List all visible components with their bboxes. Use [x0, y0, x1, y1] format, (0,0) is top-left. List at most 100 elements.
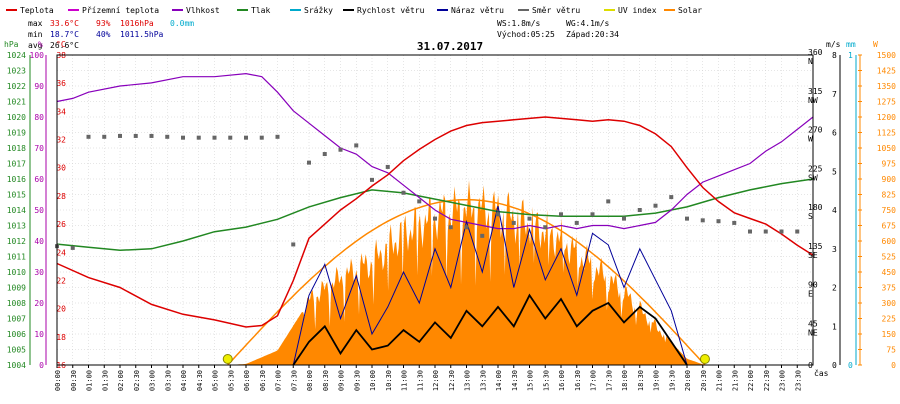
axis-tick-hpa: 1018	[7, 144, 26, 153]
axis-tick-direction: 135	[808, 242, 823, 251]
axis-tick-ms: 6	[832, 129, 837, 138]
wind-direction-dot	[622, 216, 626, 221]
axis-tick-pct: 80	[34, 113, 44, 122]
legend-item-label: Tlak	[251, 6, 270, 15]
x-tick-label: 15:00	[527, 370, 535, 391]
wind-direction-dot	[669, 195, 674, 200]
axis-tick-direction-compass: E	[808, 290, 813, 299]
axis-title-celsius: °C	[56, 40, 66, 49]
x-tick-label: 00:00	[54, 370, 62, 391]
axis-tick-watt: 1125	[877, 129, 896, 138]
axis-tick-hpa: 1015	[7, 191, 26, 200]
stats-min-label: min	[28, 30, 43, 39]
x-tick-label: 03:30	[164, 370, 172, 391]
axis-tick-watt: 1425	[877, 67, 896, 76]
axis-tick-ms: 1	[832, 322, 837, 331]
wind-direction-dot	[70, 245, 75, 250]
wind-direction-dot	[464, 225, 469, 230]
x-tick-label: 17:30	[605, 370, 613, 391]
axis-tick-pct: 60	[34, 175, 44, 184]
x-tick-label: 02:30	[133, 370, 141, 391]
wind-direction-dot	[543, 225, 548, 230]
axis-tick-hpa: 1013	[7, 222, 26, 231]
stats-max-press: 1016hPa	[120, 19, 154, 28]
wind-direction-dot	[118, 133, 122, 138]
axis-tick-hpa: 1009	[7, 284, 26, 293]
axis-tick-watt: 900	[882, 175, 897, 184]
wind-direction-dot	[559, 212, 563, 217]
axis-tick-mm: 1	[848, 51, 853, 60]
axis-tick-direction: 315	[808, 87, 823, 96]
axis-tick-watt: 600	[882, 237, 897, 246]
wind-direction-dot	[637, 208, 642, 212]
axis-tick-hpa: 1022	[7, 82, 26, 91]
axis-tick-watt: 300	[882, 299, 897, 308]
x-tick-label: 02:00	[117, 370, 125, 391]
axis-tick-ms: 4	[832, 206, 837, 215]
axis-tick-watt: 225	[882, 315, 897, 324]
wind-direction-dot	[448, 225, 453, 230]
x-tick-label: 23:00	[779, 370, 787, 391]
info-block: WS:1.8m/s WG:4.1m/s Východ:05:25 Západ:2…	[497, 19, 619, 39]
axis-tick-watt: 75	[886, 346, 896, 355]
axis-tick-hpa: 1024	[7, 51, 26, 60]
axis-tick-celsius: 30	[56, 164, 66, 173]
x-tick-label: 09:30	[353, 370, 361, 391]
axis-tick-hpa: 1020	[7, 113, 26, 122]
x-tick-label: 13:30	[479, 370, 487, 391]
axis-tick-watt: 450	[882, 268, 897, 277]
axis-tick-pct: 30	[34, 268, 44, 277]
stats-avg-label: avg	[28, 41, 43, 50]
axis-tick-watt: 1050	[877, 144, 896, 153]
x-tick-label: 19:30	[668, 370, 676, 391]
axis-tick-hpa: 1007	[7, 315, 26, 324]
x-tick-label: 07:30	[290, 370, 298, 391]
x-tick-label: 06:30	[259, 370, 267, 391]
x-tick-label: 21:30	[731, 370, 739, 391]
axis-tick-mm: 0	[848, 361, 853, 370]
wind-direction-dot	[338, 147, 343, 152]
axis-tick-watt: 750	[882, 206, 897, 215]
wind-direction-dot	[763, 229, 768, 234]
axis-tick-hpa: 1012	[7, 237, 26, 246]
wind-direction-dot	[244, 135, 248, 140]
x-tick-label: 11:30	[416, 370, 424, 391]
info-sunset: Západ:20:34	[566, 30, 619, 39]
axis-tick-hpa: 1016	[7, 175, 26, 184]
axis-tick-direction: 180	[808, 203, 823, 212]
axis-title-watt: W	[873, 40, 878, 49]
x-tick-label: 01:00	[86, 370, 94, 391]
solar-clear-sky-curve	[227, 198, 706, 366]
stats-max-label: max	[28, 19, 43, 28]
axis-tick-ms: 0	[832, 361, 837, 370]
axis-tick-hpa: 1010	[7, 268, 26, 277]
wind-direction-dot	[259, 135, 264, 140]
legend-item-label: Směr větru	[532, 6, 580, 15]
info-ws: WS:1.8m/s	[497, 19, 541, 28]
x-tick-label: 15:30	[542, 370, 550, 391]
wind-direction-dot	[795, 229, 800, 234]
lines-layer	[56, 72, 814, 366]
axis-tick-watt: 1275	[877, 98, 896, 107]
axis-tick-hpa: 1004	[7, 361, 26, 370]
x-tick-label: 21:00	[716, 370, 724, 391]
axis-tick-celsius: 18	[56, 333, 66, 342]
wind-direction-dot	[496, 212, 500, 217]
x-tick-label: 23:30	[794, 370, 802, 391]
axis-tick-pct: 40	[34, 237, 44, 246]
stats-min-press: 1011.5hPa	[120, 30, 164, 39]
wind-direction-dot	[212, 135, 217, 140]
pressure-line	[56, 178, 814, 252]
x-tick-label: 13:00	[464, 370, 472, 391]
axis-tick-celsius: 20	[56, 305, 66, 314]
wind-direction-dot	[511, 220, 516, 225]
wind-direction-dot	[322, 152, 327, 157]
x-tick-label: 06:00	[243, 370, 251, 391]
axis-tick-ms: 3	[832, 245, 837, 254]
x-tick-label: 07:00	[275, 370, 283, 391]
x-tick-label: 05:00	[212, 370, 220, 391]
wind-direction-dot	[401, 190, 406, 195]
axis-tick-hpa: 1014	[7, 206, 26, 215]
legend-item-label: Náraz větru	[451, 6, 504, 15]
legend-item-label: Rychlost větru	[357, 6, 425, 15]
